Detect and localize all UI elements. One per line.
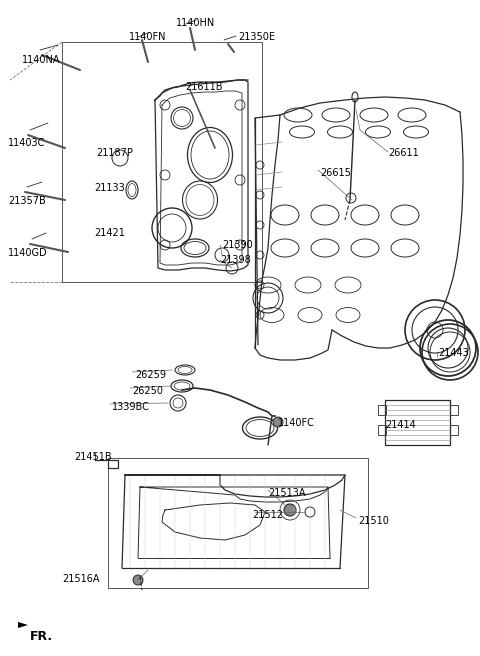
- Bar: [108, 458, 368, 588]
- Text: 21414: 21414: [385, 420, 416, 430]
- Text: 21398: 21398: [220, 255, 251, 265]
- Text: 21512: 21512: [252, 510, 283, 520]
- Text: 1339BC: 1339BC: [112, 402, 150, 412]
- Text: 26615: 26615: [320, 168, 351, 178]
- Text: 21516A: 21516A: [62, 574, 99, 584]
- Text: 21350E: 21350E: [238, 32, 275, 42]
- Text: 1140GD: 1140GD: [8, 248, 48, 258]
- Polygon shape: [18, 622, 28, 628]
- Text: 21357B: 21357B: [8, 196, 46, 206]
- Text: 21510: 21510: [358, 516, 389, 526]
- Bar: [378, 425, 386, 435]
- Text: 21421: 21421: [94, 228, 125, 238]
- Text: 1140NA: 1140NA: [22, 55, 60, 65]
- Text: 21611B: 21611B: [185, 82, 223, 92]
- Circle shape: [133, 575, 143, 585]
- Text: 1140HN: 1140HN: [176, 18, 216, 28]
- Text: 26611: 26611: [388, 148, 419, 158]
- Text: 21513A: 21513A: [268, 488, 305, 498]
- Text: 21390: 21390: [222, 240, 253, 250]
- Text: 11403C: 11403C: [8, 138, 46, 148]
- Text: 26259: 26259: [135, 370, 166, 380]
- Text: FR.: FR.: [30, 630, 53, 643]
- Text: 21133: 21133: [94, 183, 125, 193]
- Circle shape: [284, 504, 296, 516]
- Text: 26250: 26250: [132, 386, 163, 396]
- Bar: [385, 400, 450, 445]
- Bar: [62, 42, 262, 282]
- Bar: [378, 405, 386, 415]
- Circle shape: [273, 417, 283, 427]
- Text: 21187P: 21187P: [96, 148, 133, 158]
- Text: 1140FC: 1140FC: [278, 418, 315, 428]
- Text: 21451B: 21451B: [74, 452, 112, 462]
- Text: 21443: 21443: [438, 348, 469, 358]
- Bar: [450, 425, 458, 435]
- Bar: [450, 405, 458, 415]
- Text: 1140FN: 1140FN: [129, 32, 167, 42]
